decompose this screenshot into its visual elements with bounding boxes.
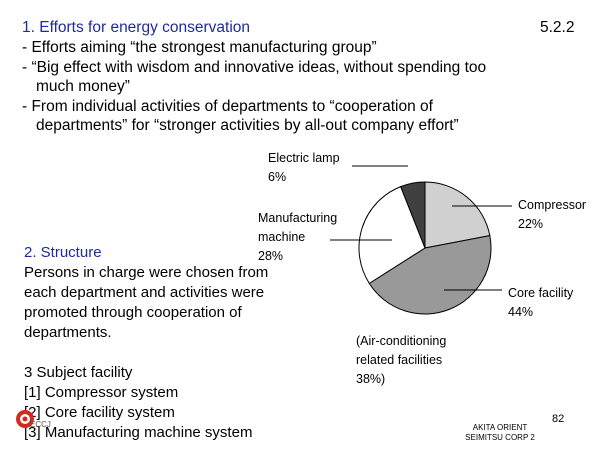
section-number: 5.2.2 (540, 19, 575, 36)
bullet-strongest-group: - Efforts aiming “the strongest manufact… (22, 39, 377, 56)
value-electric-lamp: 6% (268, 170, 286, 184)
company-line-2: SEIMITSU CORP 2 (465, 433, 535, 442)
facility-core: [2] Core facility system (24, 404, 175, 421)
label-manufacturing-2: machine (258, 230, 305, 244)
structure-line-4: departments. (24, 324, 112, 341)
structure-line-2: each department and activities were (24, 284, 265, 301)
heading-subject-facility: 3 Subject facility (24, 364, 133, 381)
label-core-facility: Core facility (508, 286, 574, 300)
annotation-air-conditioning: (Air-conditioning (356, 334, 446, 348)
annotation-related: related facilities (356, 353, 442, 367)
label-electric-lamp: Electric lamp (268, 151, 340, 165)
structure-line-3: promoted through cooperation of (24, 304, 242, 321)
label-compressor: Compressor (518, 198, 586, 212)
eccj-logo-text: ECCJ (30, 420, 51, 429)
bullet-cooperation-cont: departments” for “stronger activities by… (36, 117, 459, 134)
bullet-cooperation: - From individual activities of departme… (22, 98, 433, 115)
pie-slice-electric-lamp (400, 181, 426, 249)
value-compressor: 22% (518, 217, 543, 231)
annotation-percent: 38%) (356, 372, 385, 386)
structure-line-1: Persons in charge were chosen from (24, 264, 269, 281)
value-manufacturing: 28% (258, 249, 283, 263)
pie-slice-compressor (424, 181, 491, 249)
label-manufacturing: Manufacturing (258, 211, 337, 225)
pie-slice-core-facility (368, 235, 492, 315)
eccj-logo-icon (16, 410, 34, 428)
value-core-facility: 44% (508, 305, 533, 319)
pie-slice-manufacturing-machine (358, 185, 426, 285)
facility-manufacturing: [3] Manufacturing machine system (24, 424, 253, 441)
heading-structure: 2. Structure (24, 244, 102, 261)
page-number: 82 (552, 413, 565, 425)
bullet-big-effect-cont: much money” (36, 78, 130, 95)
heading-energy-conservation: 1. Efforts for energy conservation (22, 19, 251, 36)
company-line-1: AKITA ORIENT (472, 423, 528, 432)
bullet-big-effect: - “Big effect with wisdom and innovative… (22, 59, 487, 76)
facility-compressor: [1] Compressor system (24, 384, 179, 401)
